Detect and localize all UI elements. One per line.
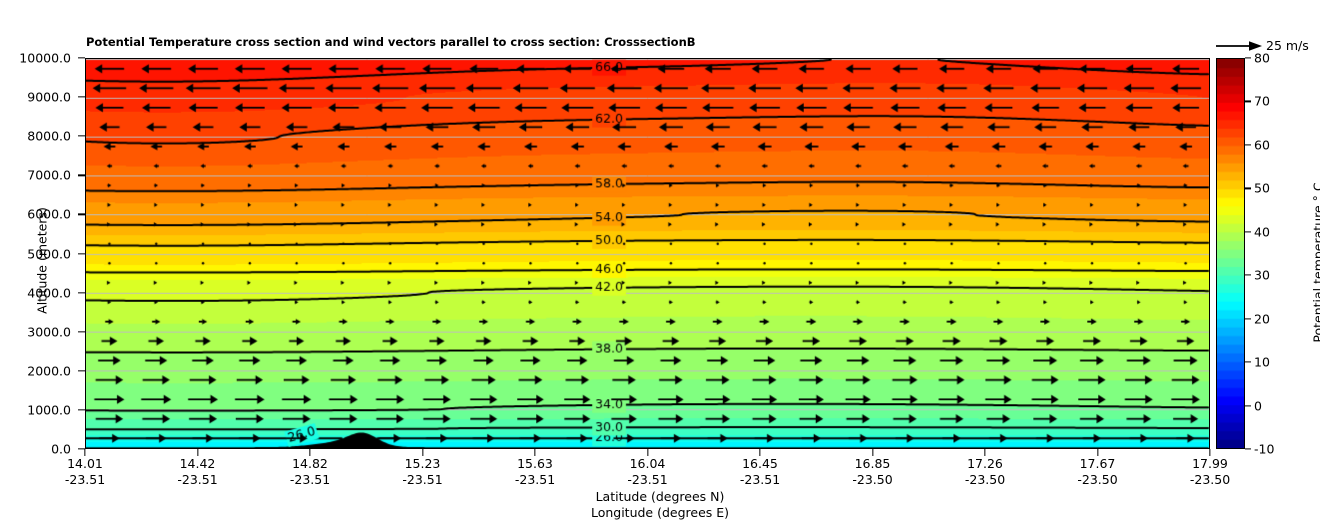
x-tick-latitude: 17.26: [967, 456, 1003, 471]
y-axis-tick-label: 1000.0: [27, 402, 71, 418]
x-axis-tick-mark: [534, 449, 536, 456]
x-tick-longitude: -23.51: [627, 471, 668, 487]
x-axis-tick-label: 17.26 -23.50: [965, 456, 1005, 487]
colorbar-tick-mark: [1245, 144, 1251, 146]
x-tick-latitude: 14.82: [292, 456, 328, 471]
colorbar: [1216, 58, 1245, 449]
y-axis-tick-label: 10000.0: [19, 50, 71, 66]
y-axis-tick-mark: [78, 370, 85, 372]
x-tick-latitude: 16.85: [854, 456, 891, 471]
x-axis-tick-label: 17.67 -23.50: [1077, 456, 1117, 487]
x-axis-label-latitude: Latitude (degrees N): [595, 489, 725, 504]
y-axis-tick-label: 7000.0: [27, 167, 71, 183]
y-axis-tick-label: 0.0: [51, 441, 71, 457]
arrow-right-icon: [1216, 41, 1262, 51]
x-axis-tick-label: 15.63 -23.51: [515, 456, 555, 487]
x-tick-longitude: -23.51: [289, 471, 331, 487]
y-axis-tick-mark: [78, 331, 85, 333]
x-tick-latitude: 14.42: [179, 456, 216, 471]
colorbar-tick-mark: [1245, 318, 1251, 320]
colorbar-tick-mark: [1245, 448, 1251, 450]
colorbar-tick-label: 60: [1254, 137, 1270, 153]
x-tick-longitude: -23.51: [64, 471, 106, 487]
x-axis-label-longitude: Longitude (degrees E): [590, 505, 730, 520]
y-axis-tick-label: 3000.0: [27, 324, 71, 340]
colorbar-tick-mark: [1245, 231, 1251, 233]
x-axis-tick-mark: [1209, 449, 1211, 456]
y-axis-tick-mark: [78, 409, 85, 411]
wind-key-label: 25 m/s: [1266, 38, 1309, 53]
x-axis-tick-label: 16.85 -23.50: [852, 456, 892, 487]
x-axis-tick-mark: [84, 449, 86, 456]
x-tick-longitude: -23.51: [514, 471, 556, 487]
y-axis-tick-mark: [78, 135, 85, 137]
colorbar-tick-mark: [1245, 100, 1251, 103]
colorbar-tick-label: 80: [1254, 50, 1270, 66]
colorbar-tick-label: 50: [1254, 180, 1270, 196]
x-axis-tick-label: 17.99 -23.50: [1190, 456, 1230, 487]
x-axis-tick-mark: [196, 449, 199, 456]
colorbar-tick-label: 0: [1254, 398, 1262, 414]
x-axis-tick-label: 14.01 -23.51: [65, 456, 105, 487]
x-tick-longitude: -23.51: [177, 471, 218, 487]
y-axis-tick-mark: [78, 96, 85, 98]
x-tick-latitude: 16.45: [742, 456, 778, 471]
x-tick-longitude: -23.50: [964, 471, 1006, 487]
colorbar-tick-label: 20: [1254, 311, 1270, 327]
colorbar-tick-label: 10: [1254, 354, 1270, 370]
y-axis-tick-label: 2000.0: [27, 363, 71, 379]
temperature-field-canvas: [86, 59, 1209, 448]
y-axis-tick-label: 4000.0: [27, 285, 71, 301]
colorbar-tick-mark: [1245, 274, 1251, 276]
y-axis-tick-label: 6000.0: [27, 206, 71, 222]
x-tick-longitude: -23.51: [402, 471, 443, 487]
x-axis-tick-label: 16.04 -23.51: [627, 456, 667, 487]
y-axis-tick-mark: [78, 252, 85, 255]
x-axis-tick-label: 16.45 -23.51: [740, 456, 780, 487]
title-line-1: Potential Temperature cross section and …: [86, 35, 696, 50]
cross-section-plot: [85, 58, 1210, 449]
colorbar-tick-label: 40: [1254, 224, 1270, 240]
colorbar-tick-mark: [1245, 361, 1251, 363]
y-axis-tick-mark: [78, 57, 85, 59]
x-tick-longitude: -23.50: [1077, 471, 1118, 487]
colorbar-tick-label: 30: [1254, 267, 1270, 283]
x-axis-tick-label: 14.42 -23.51: [177, 456, 217, 487]
x-tick-longitude: -23.50: [1189, 471, 1231, 487]
y-axis-tick-label: 5000.0: [27, 246, 71, 261]
x-tick-longitude: -23.51: [739, 471, 781, 487]
x-axis-tick-mark: [759, 449, 761, 456]
colorbar-tick-label: 70: [1254, 93, 1270, 109]
x-axis-tick-mark: [984, 449, 986, 456]
y-axis-tick-mark: [78, 174, 85, 176]
y-axis-tick-label: 8000.0: [27, 128, 71, 144]
y-axis-tick-mark: [78, 448, 85, 450]
x-tick-latitude: 15.23: [404, 456, 441, 471]
y-axis-tick-label: 9000.0: [27, 89, 71, 105]
x-axis-tick-mark: [309, 449, 311, 456]
x-axis-tick-mark: [421, 449, 424, 456]
x-axis-tick-mark: [1096, 449, 1099, 456]
colorbar-tick-mark: [1245, 404, 1251, 407]
colorbar-tick-mark: [1245, 57, 1251, 59]
y-axis-tick-mark: [78, 213, 85, 216]
colorbar-gradient: [1217, 59, 1244, 448]
x-tick-latitude: 14.01: [67, 456, 103, 471]
colorbar-tick-mark: [1245, 187, 1251, 189]
colorbar-tick-label: -10: [1254, 441, 1275, 457]
y-axis-tick-mark: [78, 291, 85, 294]
wind-vector-key: 25 m/s: [1216, 38, 1320, 56]
x-axis-tick-label: 14.82 -23.51: [290, 456, 330, 487]
x-tick-latitude: 17.99: [1192, 456, 1228, 471]
x-axis-tick-mark: [646, 449, 649, 456]
x-axis-tick-label: 15.23 -23.51: [402, 456, 442, 487]
x-tick-latitude: 16.04: [629, 456, 666, 471]
x-tick-longitude: -23.50: [852, 471, 893, 487]
colorbar-label: Potential temperature ° C: [1310, 182, 1320, 343]
x-tick-latitude: 17.67: [1079, 456, 1116, 471]
x-axis-tick-mark: [871, 449, 874, 456]
x-tick-latitude: 15.63: [517, 456, 553, 471]
